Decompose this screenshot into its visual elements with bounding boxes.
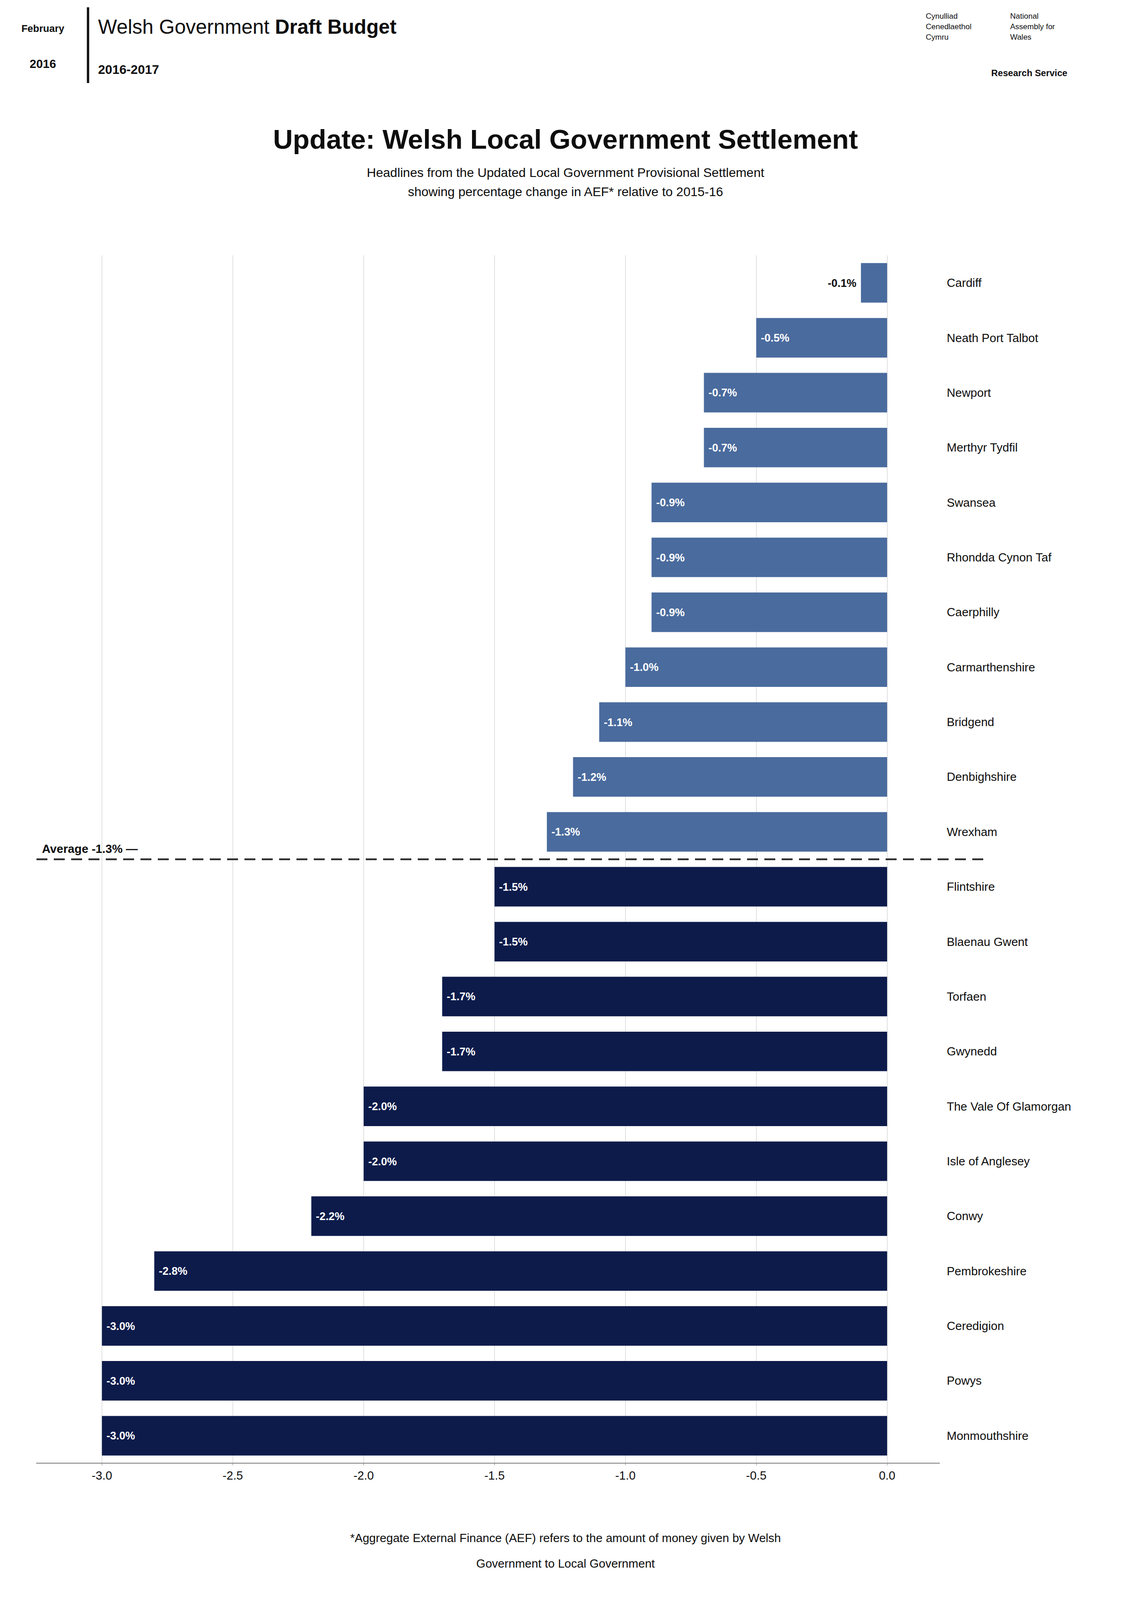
svg-text:-1.7%: -1.7% [446, 990, 476, 1003]
svg-text:-1.3%: -1.3% [551, 825, 581, 838]
svg-text:Bridgend: Bridgend [946, 715, 995, 729]
svg-text:-1.2%: -1.2% [577, 770, 607, 784]
svg-text:-3.0%: -3.0% [106, 1429, 135, 1442]
svg-text:-0.1%: -0.1% [827, 276, 857, 290]
svg-text:National: National [1010, 11, 1039, 21]
svg-text:February: February [21, 22, 65, 35]
svg-text:Merthyr Tydfil: Merthyr Tydfil [946, 440, 1018, 455]
svg-text:Cenedlaethol: Cenedlaethol [925, 22, 972, 32]
svg-text:showing percentage change in A: showing percentage change in AEF* relati… [407, 184, 723, 199]
svg-text:-1.5: -1.5 [484, 1468, 505, 1483]
svg-text:Research Service: Research Service [991, 67, 1068, 78]
svg-text:The Vale Of Glamorgan: The Vale Of Glamorgan [946, 1099, 1072, 1114]
svg-text:-3.0: -3.0 [91, 1468, 113, 1483]
svg-text:-2.0%: -2.0% [368, 1099, 397, 1113]
svg-text:Ceredigion: Ceredigion [946, 1318, 1005, 1333]
svg-text:-0.9%: -0.9% [656, 606, 685, 619]
svg-text:*Aggregate External Finance (A: *Aggregate External Finance (AEF) refers… [350, 1530, 782, 1545]
svg-text:Cynulliad: Cynulliad [925, 11, 958, 21]
svg-text:-2.0: -2.0 [353, 1468, 374, 1483]
svg-text:-1.0%: -1.0% [629, 660, 659, 674]
svg-text:Conwy: Conwy [946, 1208, 983, 1223]
svg-text:Denbighshire: Denbighshire [946, 769, 1017, 784]
svg-text:Swansea: Swansea [946, 495, 996, 510]
svg-text:Neath Port Talbot: Neath Port Talbot [946, 331, 1039, 345]
svg-text:-0.7%: -0.7% [708, 441, 737, 454]
svg-text:-0.7%: -0.7% [708, 386, 737, 399]
svg-text:Headlines from the Updated Loc: Headlines from the Updated Local Governm… [366, 165, 765, 180]
svg-text:-1.0: -1.0 [615, 1468, 636, 1483]
svg-text:Draft Budget: Draft Budget [274, 15, 397, 38]
svg-text:Isle of Anglesey: Isle of Anglesey [946, 1154, 1030, 1168]
svg-text:-3.0%: -3.0% [106, 1374, 135, 1387]
svg-text:-2.8%: -2.8% [158, 1264, 188, 1277]
svg-text:Update: Welsh Local Government: Update: Welsh Local Government Settlemen… [273, 124, 858, 155]
svg-text:Torfaen: Torfaen [946, 989, 987, 1004]
svg-text:2016: 2016 [29, 57, 57, 71]
svg-text:Caerphilly: Caerphilly [946, 605, 1000, 619]
svg-text:-0.9%: -0.9% [656, 496, 685, 509]
svg-text:-1.5%: -1.5% [498, 880, 528, 893]
svg-text:-1.1%: -1.1% [603, 715, 633, 729]
svg-text:Cymru: Cymru [925, 32, 949, 42]
svg-text:Newport: Newport [946, 385, 992, 400]
svg-text:Gwynedd: Gwynedd [946, 1044, 997, 1059]
svg-text:-0.5: -0.5 [746, 1468, 767, 1483]
svg-text:Rhondda Cynon Taf: Rhondda Cynon Taf [946, 550, 1052, 565]
svg-text:-2.0%: -2.0% [368, 1155, 397, 1168]
svg-text:Average -1.3% —: Average -1.3% — [41, 841, 138, 856]
svg-text:2016-2017: 2016-2017 [98, 62, 160, 77]
svg-text:Cardiff: Cardiff [946, 275, 982, 290]
svg-text:Pembrokeshire: Pembrokeshire [946, 1264, 1027, 1278]
svg-text:Carmarthenshire: Carmarthenshire [946, 660, 1036, 675]
svg-text:-0.9%: -0.9% [656, 551, 685, 564]
svg-text:-2.2%: -2.2% [316, 1209, 345, 1223]
svg-text:Powys: Powys [946, 1373, 982, 1388]
svg-text:Welsh Government: Welsh Government [98, 15, 275, 38]
svg-text:-1.5%: -1.5% [498, 935, 528, 948]
svg-text:-1.7%: -1.7% [446, 1045, 476, 1058]
svg-text:-3.0%: -3.0% [106, 1319, 135, 1333]
svg-text:-2.5: -2.5 [222, 1468, 244, 1483]
svg-text:Blaenau Gwent: Blaenau Gwent [946, 934, 1029, 949]
svg-text:Government to Local Government: Government to Local Government [476, 1556, 655, 1571]
svg-text:Flintshire: Flintshire [946, 879, 995, 894]
svg-text:Assembly for: Assembly for [1010, 22, 1056, 32]
svg-text:Wrexham: Wrexham [946, 824, 998, 839]
svg-text:Monmouthshire: Monmouthshire [946, 1428, 1029, 1443]
svg-text:0.0: 0.0 [878, 1468, 896, 1483]
svg-text:Wales: Wales [1010, 32, 1032, 42]
svg-text:-0.5%: -0.5% [760, 331, 790, 344]
